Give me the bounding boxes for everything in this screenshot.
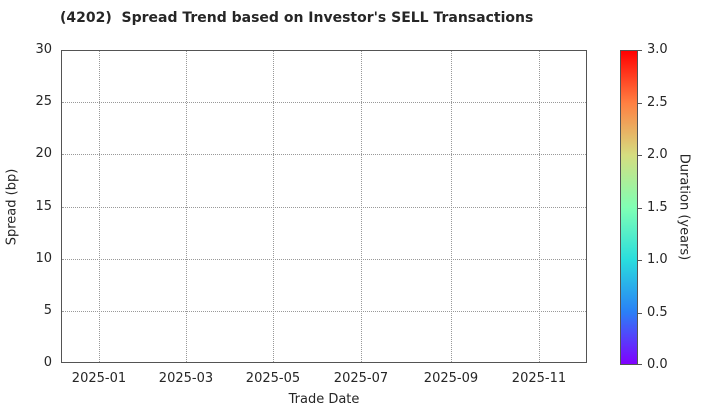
colorbar-tick xyxy=(638,50,642,51)
colorbar-tick-label: 0.0 xyxy=(647,357,668,372)
y-tick-label: 5 xyxy=(43,302,52,318)
colorbar-tick xyxy=(638,155,642,156)
v-gridline xyxy=(360,51,362,362)
x-tick-label: 2025-09 xyxy=(423,371,479,386)
colorbar-tick-label: 1.5 xyxy=(647,199,668,215)
colorbar-tick-label: 2.0 xyxy=(647,147,668,162)
colorbar-tick-label: 0.5 xyxy=(647,304,668,320)
chart-title: (4202) Spread Trend based on Investor's … xyxy=(60,10,534,26)
v-gridline xyxy=(272,51,274,362)
h-gridline xyxy=(62,258,586,260)
colorbar-tick xyxy=(638,260,642,261)
colorbar xyxy=(620,50,638,365)
y-tick-label: 15 xyxy=(35,198,52,214)
colorbar-tick xyxy=(638,102,642,104)
colorbar-tick-label: 3.0 xyxy=(647,42,668,57)
h-gridline xyxy=(62,102,586,104)
v-gridline xyxy=(450,51,452,362)
h-gridline xyxy=(62,206,586,208)
x-tick-label: 2025-07 xyxy=(333,371,389,386)
y-tick-label: 0 xyxy=(43,355,52,370)
h-gridline xyxy=(62,310,586,312)
v-gridline xyxy=(538,51,540,362)
y-tick-label: 20 xyxy=(35,146,52,162)
colorbar-tick-label: 2.5 xyxy=(647,94,668,110)
y-tick-label: 25 xyxy=(35,94,52,110)
h-gridline xyxy=(62,154,586,156)
plot-area xyxy=(61,50,587,363)
colorbar-tick-label: 1.0 xyxy=(647,252,668,267)
colorbar-tick xyxy=(638,207,642,209)
v-gridline xyxy=(98,51,100,362)
x-tick-label: 2025-05 xyxy=(245,371,301,386)
y-tick-label: 10 xyxy=(35,250,52,266)
x-tick-label: 2025-03 xyxy=(158,371,214,386)
colorbar-label: Duration (years) xyxy=(676,153,692,261)
x-tick-label: 2025-01 xyxy=(71,371,127,386)
v-gridline xyxy=(185,51,187,362)
x-tick-label: 2025-11 xyxy=(511,371,567,386)
colorbar-tick xyxy=(638,312,642,314)
y-tick-label: 30 xyxy=(35,42,52,57)
x-axis-label: Trade Date xyxy=(288,392,360,407)
colorbar-tick xyxy=(638,364,642,365)
